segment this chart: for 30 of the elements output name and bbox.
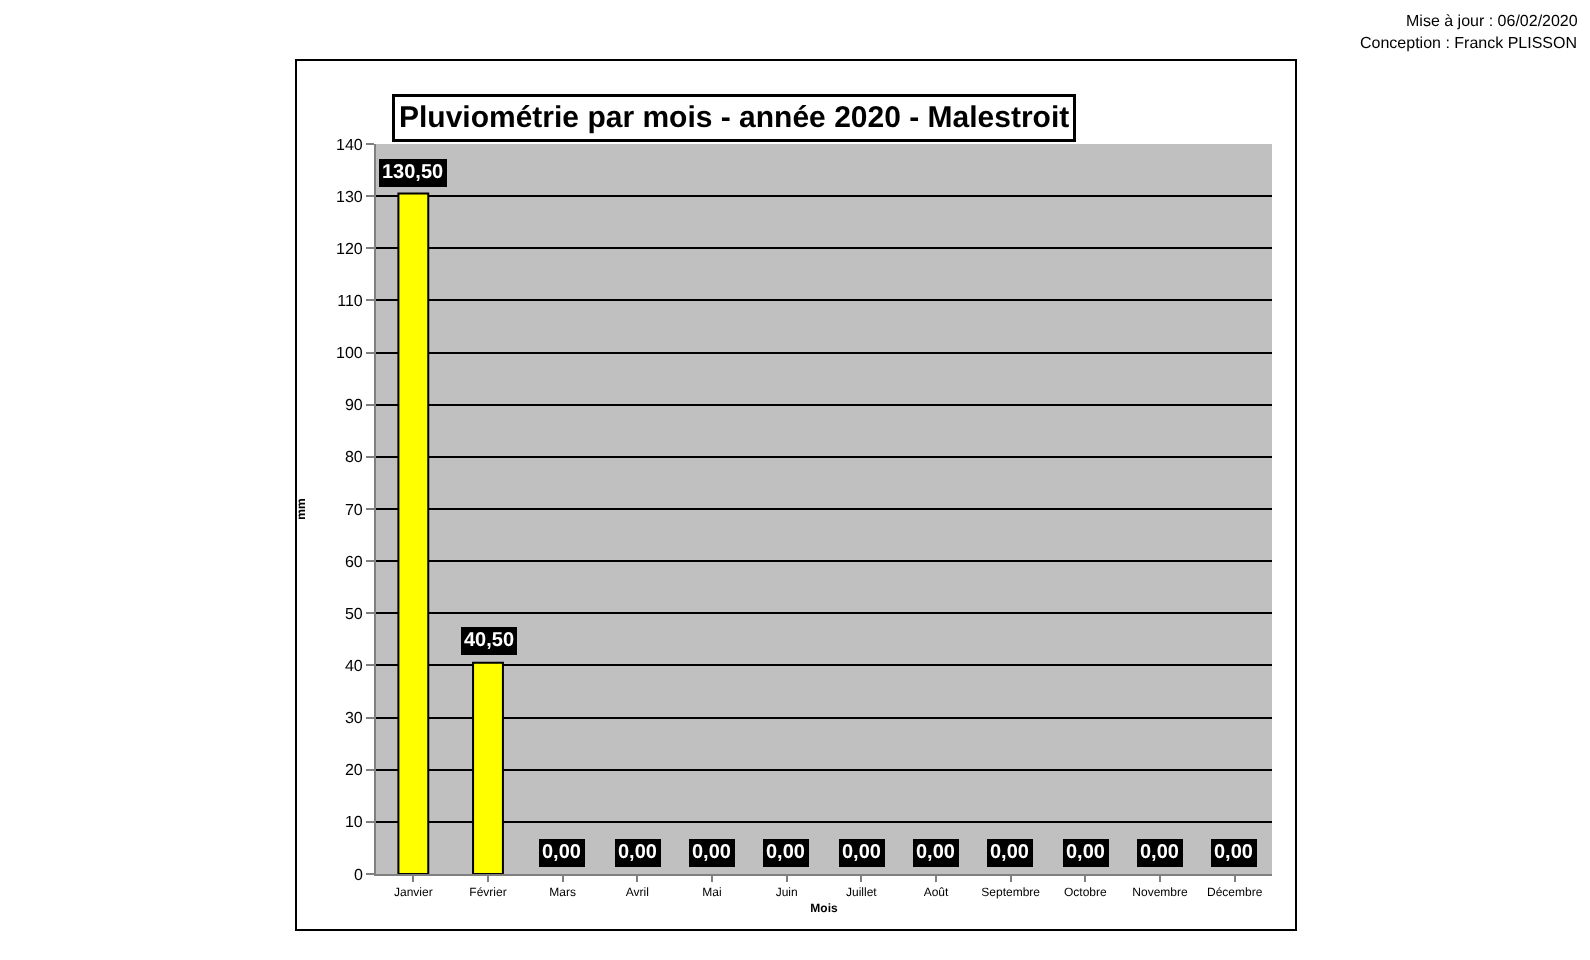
data-label: 0,00 [766, 842, 806, 864]
y-tick-label: 40 [344, 657, 364, 676]
y-tick-label: 120 [336, 239, 364, 258]
data-label: 0,00 [618, 842, 658, 864]
y-tick-label: 70 [344, 500, 364, 519]
y-tick-label: 0 [353, 865, 364, 884]
data-label: 0,00 [542, 842, 582, 864]
y-tick-label: 50 [344, 604, 364, 623]
data-label: 0,00 [916, 842, 956, 864]
data-label: 0,00 [692, 842, 732, 864]
data-label: 130,50 [382, 162, 445, 184]
y-tick-label: 20 [344, 761, 364, 780]
y-tick-label: 100 [336, 344, 364, 363]
y-tick-label: 130 [336, 187, 364, 206]
y-tick-label: 10 [344, 813, 364, 832]
data-label: 40,50 [464, 630, 515, 652]
data-label: 0,00 [1140, 842, 1180, 864]
y-tick-label: 90 [344, 396, 364, 415]
y-tick-label: 80 [344, 448, 364, 467]
data-label: 0,00 [1066, 842, 1106, 864]
text: Mise à jour : 06/02/2020 [1406, 12, 1579, 30]
chart-title: Pluviométrie par mois - année 2020 - Malestroit [399, 101, 1070, 135]
data-label: 0,00 [990, 842, 1030, 864]
data-label: 0,00 [842, 842, 882, 864]
y-tick-label: 140 [336, 135, 364, 154]
text: Conception : Franck PLISSON [1360, 34, 1578, 52]
data-label: 0,00 [1214, 842, 1254, 864]
y-tick-label: 30 [344, 709, 364, 728]
y-tick-label: 60 [344, 552, 364, 571]
y-tick-label: 110 [337, 292, 364, 311]
